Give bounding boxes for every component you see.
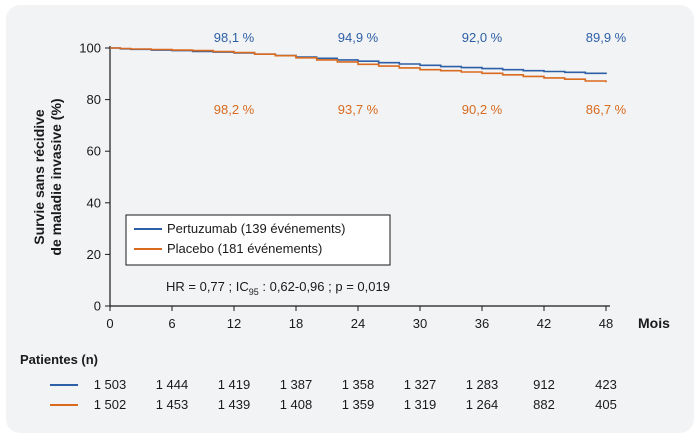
at-risk-count-pertuzumab: 1 283 [466, 377, 499, 392]
at-risk-count-placebo: 1 502 [94, 397, 127, 412]
y-tick-label: 60 [87, 144, 101, 159]
x-axis-label: Mois [638, 315, 670, 331]
x-tick-label: 0 [106, 316, 113, 331]
at-risk-count-placebo: 1 439 [218, 397, 251, 412]
series-line-pertuzumab [110, 47, 607, 75]
y-tick-label: 20 [87, 247, 101, 262]
survival-annotation-placebo: 93,7 % [338, 102, 379, 117]
survival-annotation-placebo: 98,2 % [214, 102, 255, 117]
at-risk-count-pertuzumab: 912 [533, 377, 555, 392]
at-risk-count-placebo: 1 319 [404, 397, 437, 412]
survival-annotation-pertuzumab: 89,9 % [586, 30, 627, 45]
x-tick-label: 48 [599, 316, 613, 331]
legend-entry: Placebo (181 événements) [167, 241, 322, 256]
at-risk-count-placebo: 1 264 [466, 397, 499, 412]
x-tick-label: 12 [227, 316, 241, 331]
at-risk-count-pertuzumab: 1 419 [218, 377, 251, 392]
hazard-ratio-rest: : 0,62-0,96 ; p = 0,019 [259, 279, 390, 294]
at-risk-count-pertuzumab: 1 387 [280, 377, 313, 392]
at-risk-count-pertuzumab: 1 327 [404, 377, 437, 392]
at-risk-count-placebo: 1 408 [280, 397, 313, 412]
x-tick-label: 30 [413, 316, 427, 331]
survival-annotation-placebo: 86,7 % [586, 102, 627, 117]
hazard-ratio-subscript: 95 [249, 287, 259, 297]
y-axis-label-line1: Survie sans récidive [31, 109, 47, 245]
at-risk-count-placebo: 1 359 [342, 397, 375, 412]
survival-annotation-pertuzumab: 94,9 % [338, 30, 379, 45]
series-line-placebo [110, 47, 607, 83]
at-risk-count-pertuzumab: 423 [595, 377, 617, 392]
at-risk-count-placebo: 1 453 [156, 397, 189, 412]
at-risk-count-pertuzumab: 1 444 [156, 377, 189, 392]
hazard-ratio-main: HR = 0,77 ; IC [166, 279, 249, 294]
hazard-ratio-text: HR = 0,77 ; IC95 : 0,62-0,96 ; p = 0,019 [166, 279, 390, 297]
y-axis-label: Survie sans récidivede maladie invasive … [31, 98, 64, 255]
y-tick-label: 80 [87, 92, 101, 107]
survival-annotation-pertuzumab: 92,0 % [462, 30, 503, 45]
survival-chart: 0 20 40 60 80 100 0 6 12 18 24 30 36 42 48 Mois Survie s… [20, 30, 670, 412]
survival-annotation-placebo: 90,2 % [462, 102, 503, 117]
y-tick-label: 100 [79, 41, 101, 56]
at-risk-count-placebo: 882 [533, 397, 555, 412]
risk-table-title: Patientes (n) [20, 352, 98, 367]
x-tick-label: 18 [289, 316, 303, 331]
chart-panel: 0 20 40 60 80 100 0 6 12 18 24 30 36 42 48 Mois Survie s… [6, 5, 694, 433]
legend-entry: Pertuzumab (139 événements) [167, 221, 345, 236]
x-tick-label: 6 [168, 316, 175, 331]
y-tick-label: 40 [87, 195, 101, 210]
y-tick-label: 0 [94, 299, 101, 314]
y-axis-label-line2: de maladie invasive (%) [48, 98, 64, 255]
at-risk-count-placebo: 405 [595, 397, 617, 412]
at-risk-count-pertuzumab: 1 503 [94, 377, 127, 392]
x-tick-label: 42 [537, 316, 551, 331]
x-tick-label: 36 [475, 316, 489, 331]
x-tick-label: 24 [351, 316, 365, 331]
legend-box [125, 214, 391, 266]
survival-annotation-pertuzumab: 98,1 % [214, 30, 255, 45]
at-risk-count-pertuzumab: 1 358 [342, 377, 375, 392]
